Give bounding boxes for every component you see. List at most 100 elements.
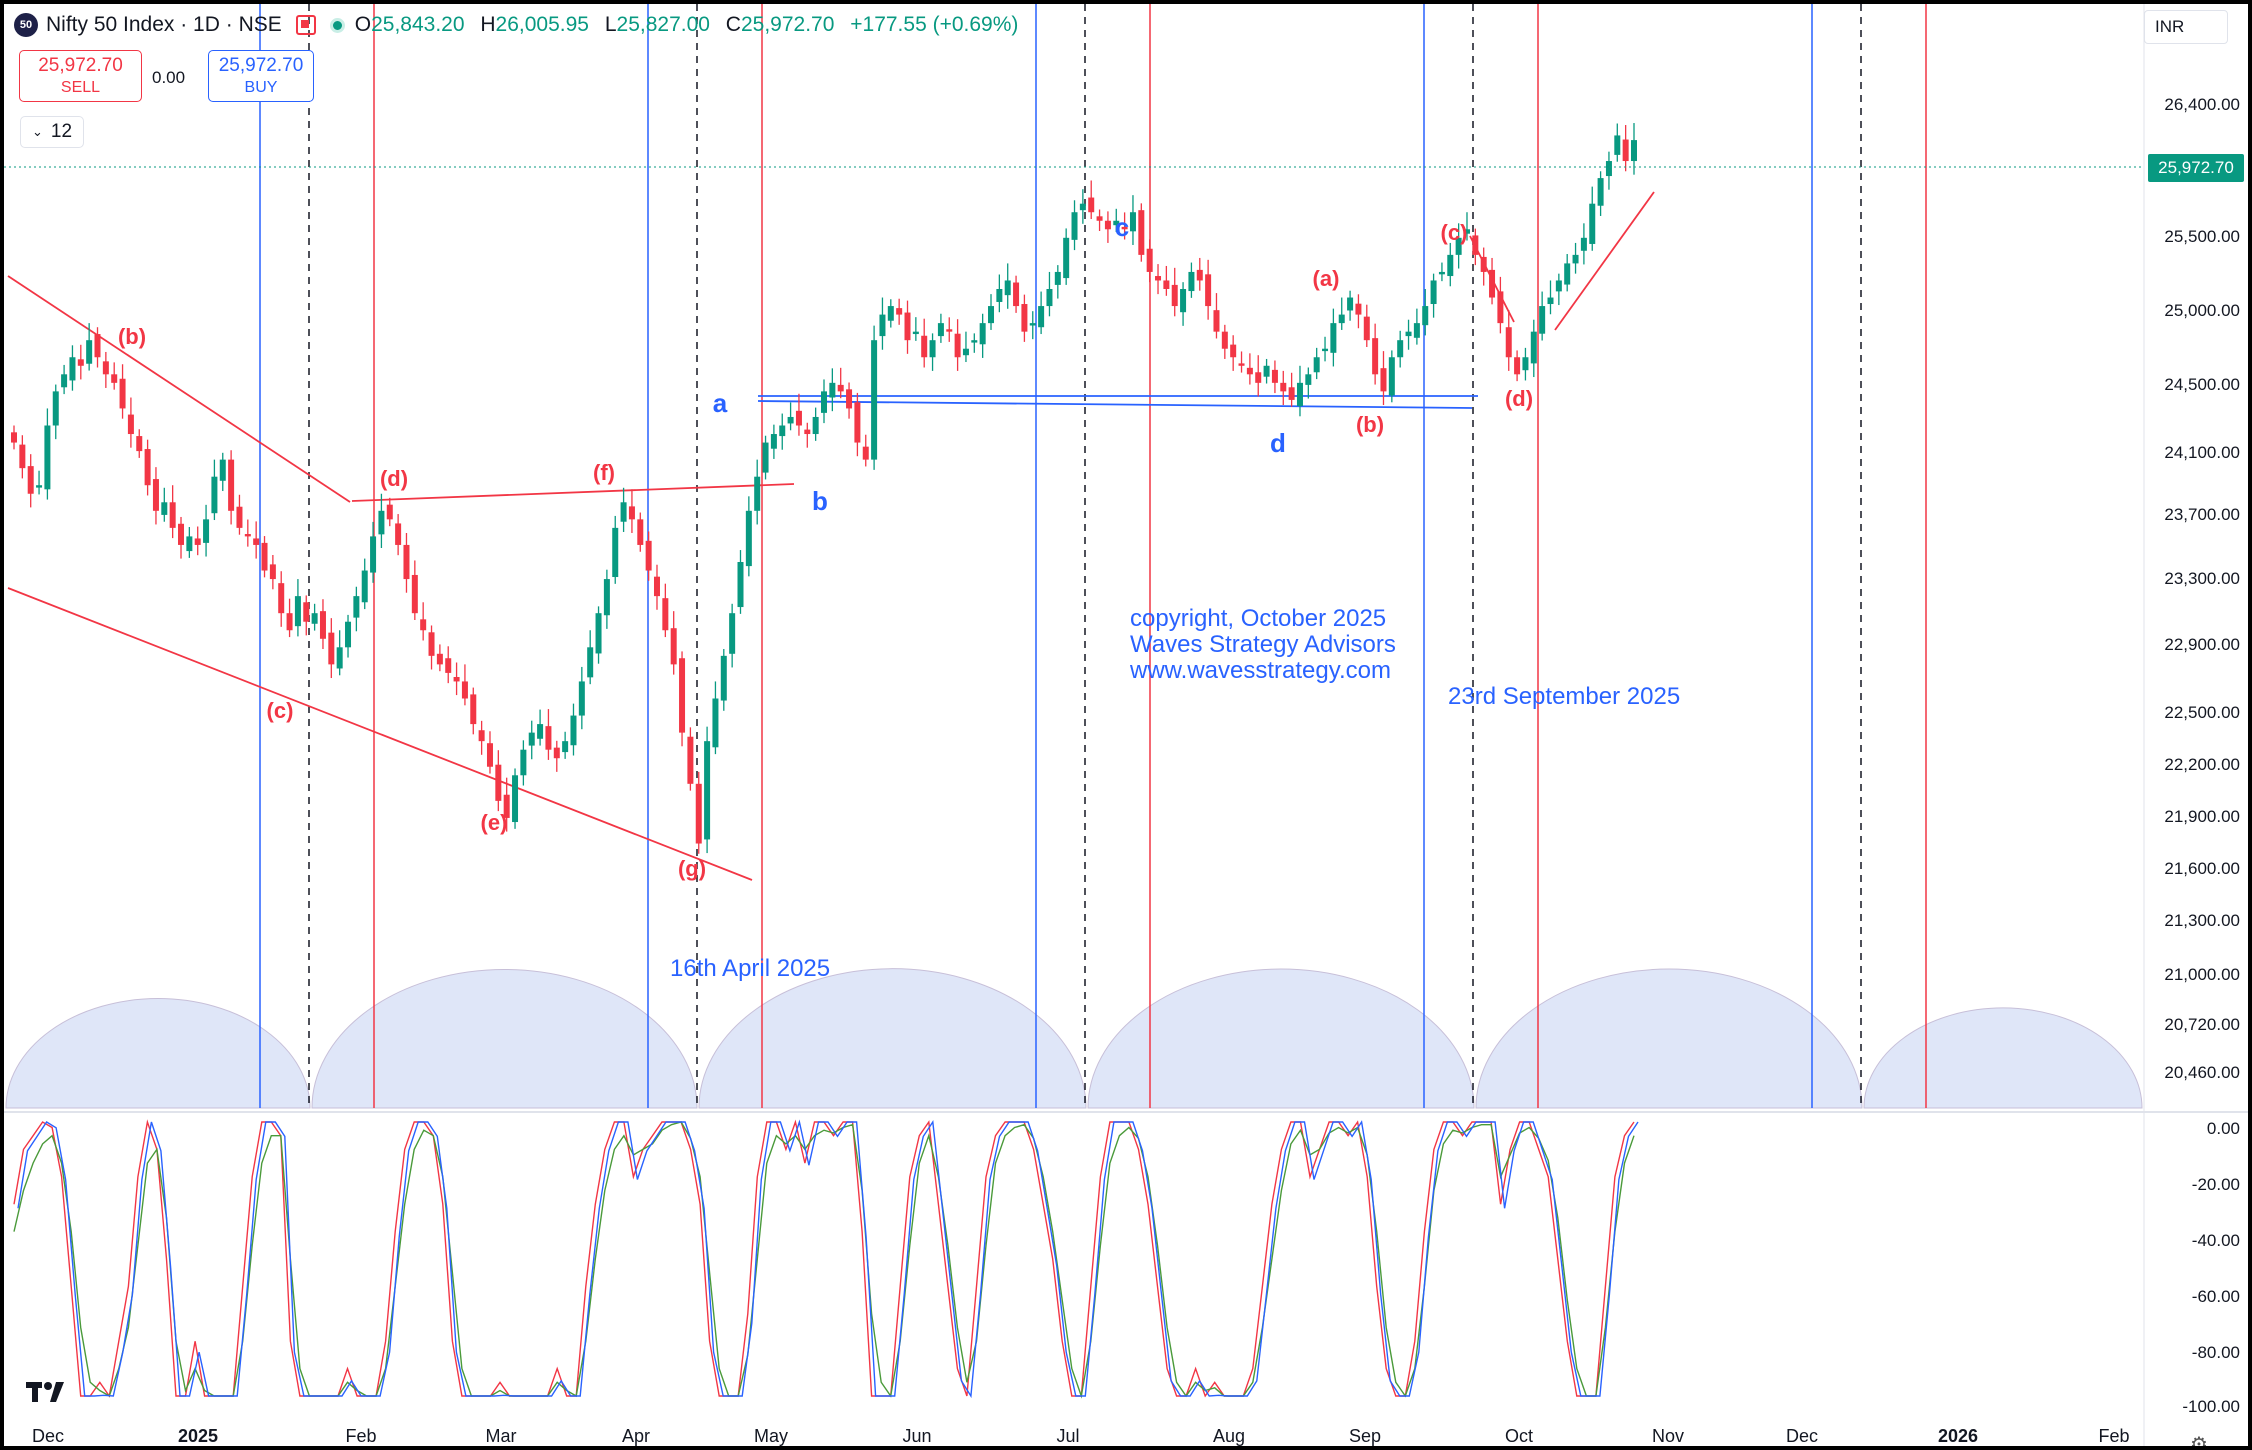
candle-body[interactable] xyxy=(704,741,711,840)
candle-body[interactable] xyxy=(1472,235,1479,255)
candle-body[interactable] xyxy=(1205,274,1212,307)
candle-body[interactable] xyxy=(486,743,493,767)
candle-body[interactable] xyxy=(879,314,886,337)
candle-body[interactable] xyxy=(553,747,560,759)
candle-body[interactable] xyxy=(887,306,894,321)
candle-body[interactable] xyxy=(679,658,686,733)
candle-body[interactable] xyxy=(1430,280,1437,305)
candle-body[interactable] xyxy=(628,506,635,520)
candle-body[interactable] xyxy=(687,736,694,784)
candle-body[interactable] xyxy=(1313,357,1320,373)
candle-body[interactable] xyxy=(1505,327,1512,358)
candle-body[interactable] xyxy=(1480,256,1487,272)
candle-body[interactable] xyxy=(236,506,243,528)
candle-body[interactable] xyxy=(1397,340,1404,358)
candle-body[interactable] xyxy=(720,655,727,701)
candle-body[interactable] xyxy=(829,382,836,398)
candle-body[interactable] xyxy=(428,632,435,656)
candle-body[interactable] xyxy=(11,432,17,443)
candle-body[interactable] xyxy=(762,442,769,473)
trendline[interactable] xyxy=(351,483,795,502)
candle-body[interactable] xyxy=(1380,368,1387,392)
candle-body[interactable] xyxy=(253,538,260,545)
candle-body[interactable] xyxy=(996,289,1003,302)
candle-body[interactable] xyxy=(954,333,961,358)
candle-body[interactable] xyxy=(754,476,761,511)
candle-body[interactable] xyxy=(361,570,368,603)
candle-body[interactable] xyxy=(1146,248,1153,272)
candle-body[interactable] xyxy=(1372,338,1379,375)
candle-body[interactable] xyxy=(946,329,953,332)
candle-body[interactable] xyxy=(1422,306,1429,326)
candle-body[interactable] xyxy=(896,308,903,315)
candle-body[interactable] xyxy=(136,436,143,452)
candle-body[interactable] xyxy=(1213,310,1220,332)
candle-body[interactable] xyxy=(1447,254,1454,277)
candle-body[interactable] xyxy=(737,562,744,608)
candle-body[interactable] xyxy=(1522,357,1529,371)
candle-body[interactable] xyxy=(1163,280,1170,289)
candle-body[interactable] xyxy=(1305,374,1312,385)
candle-body[interactable] xyxy=(779,425,786,437)
candle-body[interactable] xyxy=(186,536,193,552)
candle-body[interactable] xyxy=(194,538,201,545)
candle-body[interactable] xyxy=(1530,331,1537,364)
candle-body[interactable] xyxy=(695,783,702,844)
candle-body[interactable] xyxy=(937,323,944,337)
candle-body[interactable] xyxy=(411,574,418,614)
candle-body[interactable] xyxy=(745,510,752,567)
trendline[interactable] xyxy=(1554,191,1655,331)
candle-body[interactable] xyxy=(1046,289,1053,307)
candle-body[interactable] xyxy=(1071,212,1078,240)
candle-body[interactable] xyxy=(1489,269,1496,298)
candle-body[interactable] xyxy=(1438,271,1445,275)
candle-body[interactable] xyxy=(19,444,26,469)
candle-body[interactable] xyxy=(102,361,109,375)
candle-body[interactable] xyxy=(1347,297,1354,311)
price-chart[interactable]: (b) (c) (d) (e) (f) (g) (a) (b) (c) (d) a b c d copyri… xyxy=(4,4,2248,1446)
candle-body[interactable] xyxy=(27,466,34,494)
candle-body[interactable] xyxy=(770,434,777,449)
candle-body[interactable] xyxy=(1280,382,1287,392)
candle-body[interactable] xyxy=(1605,161,1612,177)
currency-selector[interactable]: INR xyxy=(2144,10,2228,44)
candle-body[interactable] xyxy=(1138,210,1145,255)
candle-body[interactable] xyxy=(161,502,168,515)
candle-body[interactable] xyxy=(1180,289,1187,313)
candle-body[interactable] xyxy=(403,544,410,580)
candle-body[interactable] xyxy=(1088,197,1095,213)
candle-body[interactable] xyxy=(729,613,736,654)
candle-body[interactable] xyxy=(52,391,59,426)
candle-body[interactable] xyxy=(244,534,251,537)
candle-body[interactable] xyxy=(1622,139,1629,162)
candle-body[interactable] xyxy=(111,374,118,383)
candle-body[interactable] xyxy=(578,681,585,716)
candle-body[interactable] xyxy=(1029,323,1036,326)
candle-body[interactable] xyxy=(795,410,802,426)
candle-body[interactable] xyxy=(562,741,569,753)
candle-body[interactable] xyxy=(1271,369,1278,383)
candle-body[interactable] xyxy=(1079,203,1086,211)
candle-body[interactable] xyxy=(1580,237,1587,251)
candle-body[interactable] xyxy=(169,502,176,528)
candle-body[interactable] xyxy=(971,340,978,343)
tradingview-logo-icon[interactable] xyxy=(26,1380,70,1404)
candle-body[interactable] xyxy=(228,459,235,511)
candle-body[interactable] xyxy=(837,384,844,392)
candle-body[interactable] xyxy=(1614,135,1621,155)
candle-body[interactable] xyxy=(144,449,151,486)
candle-body[interactable] xyxy=(127,414,134,435)
candle-body[interactable] xyxy=(603,579,610,616)
candle-body[interactable] xyxy=(846,389,853,409)
candle-body[interactable] xyxy=(294,596,301,627)
candle-body[interactable] xyxy=(1597,178,1604,206)
candle-body[interactable] xyxy=(1564,263,1571,285)
candle-body[interactable] xyxy=(904,312,911,341)
candle-body[interactable] xyxy=(1021,304,1028,332)
candle-body[interactable] xyxy=(1388,357,1395,396)
candle-body[interactable] xyxy=(1013,282,1020,307)
candle-body[interactable] xyxy=(962,348,969,356)
candle-body[interactable] xyxy=(461,681,468,699)
candle-body[interactable] xyxy=(1572,254,1579,264)
candle-body[interactable] xyxy=(178,523,185,545)
